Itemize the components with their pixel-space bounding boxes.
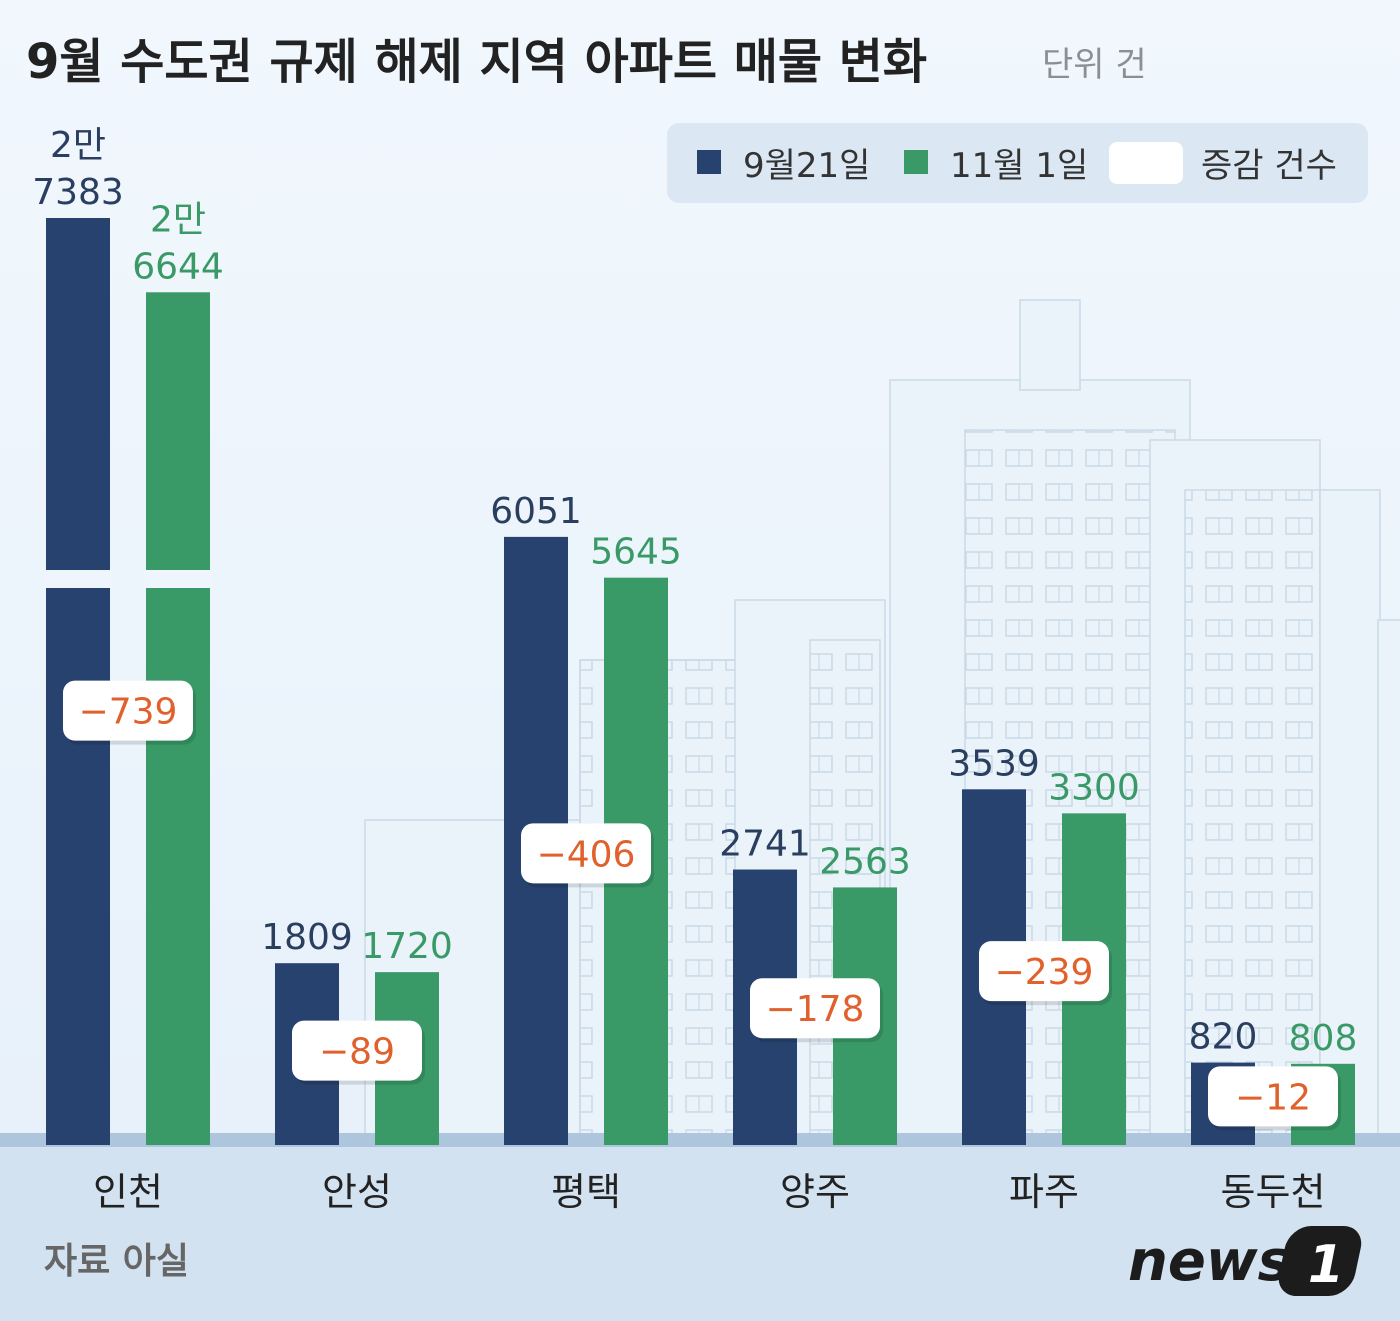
- value-label: 2741: [719, 824, 811, 865]
- legend-swatch: [904, 150, 928, 174]
- x-tick-label: 안성: [322, 1170, 392, 1214]
- logo-text: news: [1128, 1229, 1291, 1294]
- legend-label: 9월21일: [743, 146, 870, 186]
- baseline-strip: [0, 1133, 1400, 1147]
- value-label: 1720: [361, 926, 453, 967]
- legend-swatch: [697, 150, 721, 174]
- change-box: [750, 978, 880, 1039]
- logo-badge-text: 1: [1308, 1235, 1344, 1295]
- x-tick-label: 파주: [1009, 1170, 1079, 1214]
- legend: 9월21일 11월 1일 증감 건수: [697, 142, 1337, 186]
- change-box: [292, 1020, 422, 1081]
- source: 자료 아실: [44, 1241, 189, 1282]
- axis-break: [144, 570, 212, 588]
- legend-label: 증감 건수: [1201, 146, 1337, 186]
- value-label: 1809: [261, 917, 353, 958]
- value-label: 2만 6644: [132, 199, 224, 287]
- x-tick-label: 평택: [551, 1170, 621, 1214]
- x-tick-label: 동두천: [1221, 1170, 1326, 1214]
- change-box: [521, 823, 651, 884]
- value-label: 6051: [490, 491, 582, 532]
- value-label: 2563: [819, 841, 911, 882]
- chart-title: 9월 수도권 규제 해제 지역 아파트 매물 변화: [26, 34, 927, 90]
- change-label: −178: [766, 989, 865, 1030]
- legend-label: 11월 1일: [950, 146, 1088, 186]
- legend-box: [667, 123, 1368, 203]
- change-label: −406: [537, 834, 636, 875]
- x-tick-label: 양주: [780, 1170, 850, 1214]
- change-label: −12: [1235, 1077, 1311, 1118]
- change-box: [63, 680, 193, 741]
- change-label: −739: [79, 692, 178, 733]
- legend-swatch: [1109, 142, 1183, 184]
- change-label: −239: [995, 952, 1094, 993]
- value-label: 3539: [948, 743, 1040, 784]
- unit-label: 단위 건: [1042, 45, 1147, 85]
- ground: [0, 1133, 1400, 1321]
- logo-badge: [1278, 1226, 1362, 1296]
- change-box: [1208, 1066, 1338, 1127]
- value-label: 3300: [1048, 767, 1140, 808]
- value-label: 808: [1289, 1018, 1358, 1059]
- value-label: 2만 7383: [32, 125, 124, 213]
- value-label: 820: [1189, 1017, 1258, 1058]
- axis-break: [44, 570, 112, 588]
- change-box: [979, 941, 1109, 1002]
- x-tick-label: 인천: [93, 1170, 163, 1214]
- change-label: −89: [319, 1032, 395, 1073]
- value-label: 5645: [590, 532, 682, 573]
